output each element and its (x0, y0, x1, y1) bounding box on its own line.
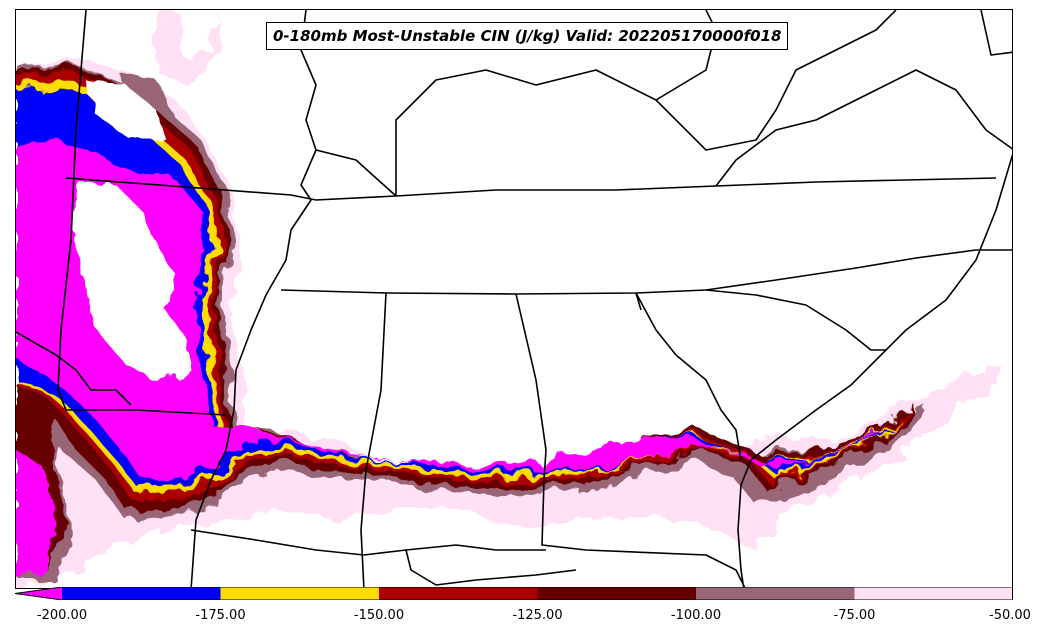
state-boundaries (16, 10, 1012, 588)
map-title: 0-180mb Most-Unstable CIN (J/kg) Valid: … (266, 22, 789, 50)
colorbar-tick-label: -150.00 (353, 608, 405, 623)
cin-band-magenta (16, 140, 886, 580)
colorbar-band-2 (220, 587, 379, 600)
colorbar-band-5 (696, 587, 855, 600)
colorbar-tick-label: -200.00 (36, 608, 88, 623)
colorbar-tick-label: -175.00 (195, 608, 246, 623)
clear-areas (71, 10, 216, 380)
map-panel: 0-180mb Most-Unstable CIN (J/kg) Valid: … (15, 9, 1013, 589)
colorbar-tick-label: -75.00 (833, 608, 876, 623)
colorbar-tick-label: -125.00 (512, 608, 563, 623)
colorbar-band-4 (537, 587, 696, 600)
colorbar-band-1 (62, 587, 221, 600)
colorbar (15, 587, 1013, 600)
cin-map (16, 10, 1012, 588)
colorbar-extend-min (15, 587, 62, 600)
colorbar-tick-label: -50.00 (989, 608, 1031, 623)
colorbar-band-6 (854, 587, 1013, 600)
colorbar-band-3 (379, 587, 538, 600)
colorbar-tick-label: -100.00 (670, 608, 722, 623)
